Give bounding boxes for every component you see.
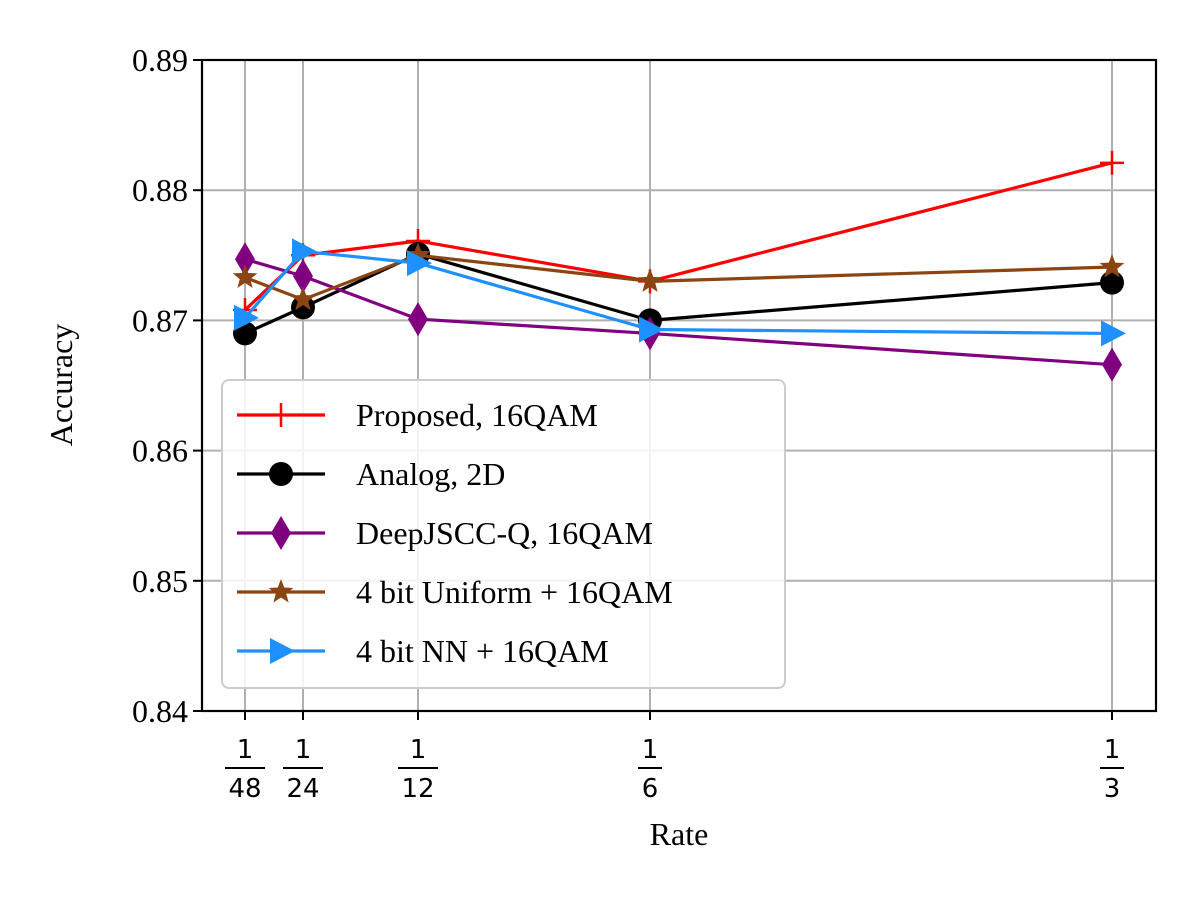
series <box>235 242 1122 382</box>
x-tick-denominator: 6 <box>642 774 659 804</box>
x-tick-denominator: 12 <box>401 774 434 804</box>
data-point-triangle-right <box>639 316 664 343</box>
legend-label: DeepJSCC-Q, 16QAM <box>356 515 653 551</box>
y-tick-label: 0.86 <box>132 433 188 469</box>
data-point-diamond <box>271 516 291 550</box>
data-point-triangle-right <box>407 250 432 277</box>
y-tick-label: 0.85 <box>132 563 188 599</box>
data-point-diamond <box>235 242 255 277</box>
data-point-circle <box>1100 270 1124 295</box>
series <box>233 150 1124 322</box>
legend-label: 4 bit NN + 16QAM <box>356 633 609 669</box>
series <box>234 238 1126 347</box>
series-layer <box>232 150 1126 382</box>
data-point-star <box>405 242 431 266</box>
legend-entry: 4 bit NN + 16QAM <box>237 633 609 669</box>
data-point-diamond <box>1102 347 1122 382</box>
x-tick-numerator: 1 <box>237 735 254 765</box>
data-point-diamond <box>408 302 428 337</box>
x-tick-numerator: 1 <box>295 735 312 765</box>
data-point-star <box>268 579 294 603</box>
series-line <box>244 252 1113 335</box>
legend: Proposed, 16QAM Analog, 2D DeepJSCC-Q, 16Q… <box>221 379 786 689</box>
legend-label: Proposed, 16QAM <box>356 397 598 433</box>
y-tick-label: 0.87 <box>132 302 188 338</box>
x-tick-numerator: 1 <box>1104 735 1121 765</box>
data-point-star <box>232 264 258 288</box>
data-point-star <box>290 286 316 311</box>
y-tick-label: 0.84 <box>132 693 188 729</box>
plot-frame <box>200 58 1158 713</box>
axis-ticks: 0.84 0.85 0.86 0.87 0.88 0.89 1 48 1 24 1 12 1 6 1 3 <box>132 42 1124 804</box>
x-tick-numerator: 1 <box>642 735 659 765</box>
legend-label: 4 bit Uniform + 16QAM <box>356 574 673 610</box>
data-point-star <box>1099 254 1125 278</box>
x-axis-label: Rate <box>650 816 709 852</box>
legend-box <box>221 379 786 689</box>
y-tick-label: 0.89 <box>132 42 188 78</box>
data-point-triangle-right <box>1101 320 1126 347</box>
data-point-circle <box>291 295 315 320</box>
legend-entry: 4 bit Uniform + 16QAM <box>237 574 673 610</box>
series-line <box>243 161 1113 312</box>
y-tick-label: 0.88 <box>132 172 188 208</box>
data-point-plus <box>1100 150 1124 175</box>
legend-entry: Proposed, 16QAM <box>237 397 598 433</box>
data-point-circle <box>269 462 293 486</box>
x-tick-denominator: 3 <box>1104 774 1121 804</box>
y-axis-label: Accuracy <box>43 324 79 447</box>
data-point-triangle-right <box>270 638 295 664</box>
x-tick-numerator: 1 <box>410 735 427 765</box>
data-point-star <box>637 268 663 292</box>
data-point-triangle-right <box>234 304 259 331</box>
x-tick-denominator: 48 <box>228 774 261 804</box>
series <box>232 242 1125 311</box>
x-tick-denominator: 24 <box>286 774 319 804</box>
legend-entry: Analog, 2D <box>237 456 505 492</box>
data-point-plus <box>269 403 293 427</box>
data-point-diamond <box>293 259 313 294</box>
data-point-triangle-right <box>292 238 317 265</box>
legend-entry: DeepJSCC-Q, 16QAM <box>237 515 653 551</box>
legend-label: Analog, 2D <box>356 456 505 492</box>
